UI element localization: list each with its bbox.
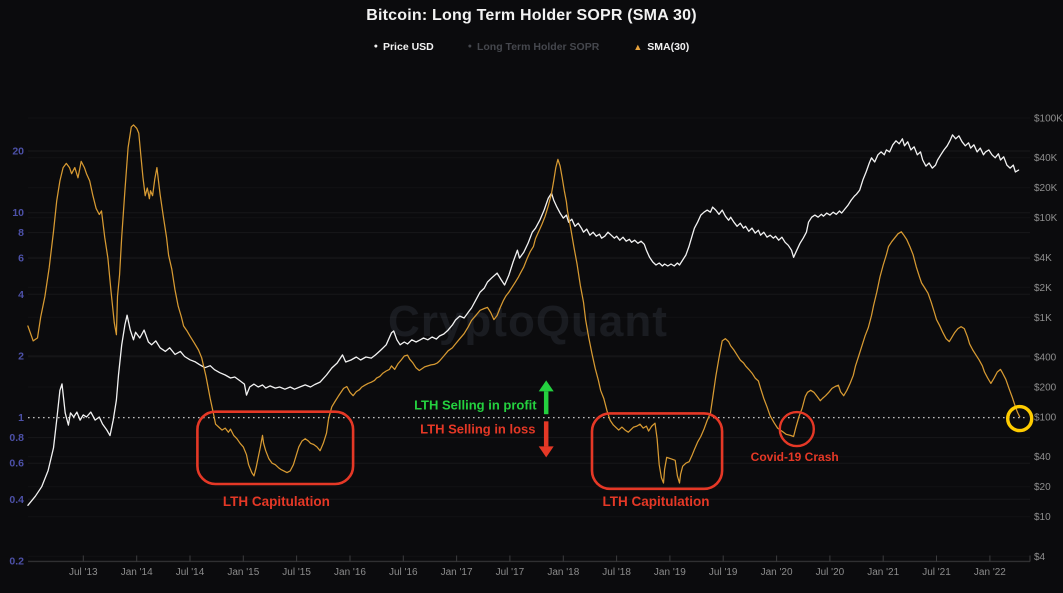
right-axis-tick-label: $40 — [1034, 452, 1051, 463]
selling-in-profit-label: LTH Selling in profit — [414, 397, 537, 412]
left-axis-tick-label: 0.2 — [9, 556, 24, 568]
x-axis-tick-label: Jul '19 — [709, 567, 738, 578]
lth-capitulation-box — [590, 412, 724, 491]
right-axis-tick-label: $4K — [1034, 253, 1052, 264]
right-axis-tick-label: $20 — [1034, 482, 1051, 493]
covid-crash-circle — [778, 410, 815, 448]
right-axis-tick-label: $10K — [1034, 213, 1058, 224]
x-axis-tick-label: Jan '21 — [867, 567, 899, 578]
right-axis-tick-label: $100 — [1034, 413, 1057, 424]
x-axis-tick-label: Jul '17 — [496, 567, 525, 578]
right-axis-tick-label: $40K — [1034, 153, 1058, 164]
x-axis-tick-label: Jul '16 — [389, 567, 418, 578]
lth-capitulation-label: LTH Capitulation — [603, 494, 710, 509]
legend-item-sma30[interactable]: ▲ SMA(30) — [633, 41, 689, 53]
legend-item-lth-sopr[interactable]: ● Long Term Holder SOPR — [468, 41, 600, 53]
left-axis-tick-label: 8 — [18, 227, 24, 239]
legend-item-price-usd[interactable]: ● Price USD — [374, 41, 434, 53]
current-value-highlight-circle — [1006, 404, 1034, 433]
lth-capitulation-label: LTH Capitulation — [223, 494, 330, 509]
legend-item-label: Long Term Holder SOPR — [476, 41, 600, 53]
sma30-sopr-line — [27, 124, 1021, 484]
x-axis-tick-label: Jul '21 — [922, 567, 951, 578]
price-usd-line — [27, 134, 1020, 506]
sma30-marker-icon: ▲ — [633, 42, 643, 52]
right-axis-tick-label: $200 — [1034, 383, 1057, 394]
x-axis-tick-label: Jul '18 — [602, 567, 631, 578]
selling-in-loss-label: LTH Selling in loss — [420, 422, 535, 437]
left-axis-tick-label: 20 — [12, 146, 24, 158]
right-axis-tick-label: $4 — [1034, 552, 1046, 563]
x-axis-tick-label: Jul '20 — [816, 567, 845, 578]
x-axis-tick-label: Jan '18 — [547, 567, 579, 578]
left-axis-tick-label: 2 — [18, 351, 24, 363]
right-axis-tick-label: $2K — [1034, 283, 1052, 294]
x-axis-tick-label: Jul '13 — [69, 567, 98, 578]
x-axis-tick-label: Jan '22 — [974, 567, 1006, 578]
loss-down-arrow-head — [538, 446, 554, 458]
x-axis-tick-label: Jul '14 — [176, 567, 205, 578]
legend: ● Price USD ● Long Term Holder SOPR ▲ SM… — [0, 41, 1063, 53]
right-axis-tick-label: $100K — [1034, 114, 1063, 125]
profit-up-arrow-head — [538, 380, 554, 392]
legend-item-label: SMA(30) — [647, 41, 690, 53]
left-axis-tick-label: 0.8 — [9, 432, 24, 444]
covid-crash-label: Covid-19 Crash — [751, 450, 839, 464]
lth-capitulation-box — [196, 410, 355, 486]
left-axis-tick-label: 6 — [18, 253, 24, 265]
x-axis-tick-label: Jan '20 — [761, 567, 793, 578]
x-axis-tick-label: Jan '17 — [441, 567, 473, 578]
legend-item-label: Price USD — [382, 41, 434, 53]
right-axis-tick-label: $10 — [1034, 512, 1051, 523]
left-axis-tick-label: 10 — [12, 207, 24, 219]
page-title: Bitcoin: Long Term Holder SOPR (SMA 30) — [366, 7, 697, 24]
lth-sopr-marker-icon: ● — [467, 43, 472, 50]
x-axis-tick-label: Jan '15 — [227, 567, 259, 578]
right-axis-tick-label: $20K — [1034, 183, 1058, 194]
left-axis-tick-label: 0.6 — [9, 458, 24, 470]
x-axis-tick-label: Jan '19 — [654, 567, 686, 578]
left-axis-tick-label: 4 — [18, 289, 24, 301]
right-axis-tick-label: $400 — [1034, 353, 1057, 364]
left-axis-tick-label: 1 — [18, 412, 24, 424]
left-axis-tick-label: 0.4 — [9, 494, 24, 506]
right-axis-tick-label: $1K — [1034, 313, 1052, 324]
x-axis-tick-label: Jan '14 — [121, 567, 153, 578]
x-axis-tick-label: Jul '15 — [282, 567, 311, 578]
price-usd-marker-icon: ● — [373, 43, 378, 50]
x-axis-tick-label: Jan '16 — [334, 567, 366, 578]
